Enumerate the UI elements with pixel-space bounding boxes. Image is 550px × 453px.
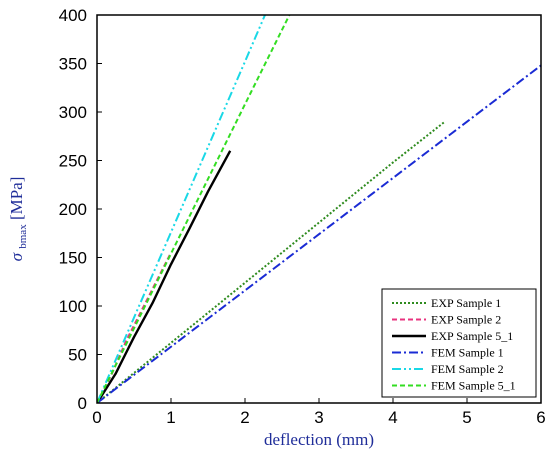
x-tick-label: 4 — [388, 408, 397, 427]
x-tick-label: 5 — [462, 408, 471, 427]
series-line-6 — [97, 15, 291, 403]
series-line-5 — [97, 15, 266, 403]
y-tick-label: 250 — [59, 152, 87, 171]
legend-entry-1: EXP Sample 1 — [431, 296, 501, 310]
y-tick-label: 200 — [59, 200, 87, 219]
x-tick-label: 2 — [240, 408, 249, 427]
y-axis-label-symbol: σ — [7, 252, 26, 261]
x-tick-label: 6 — [536, 408, 545, 427]
y-axis-label: σ bmax [MPa] — [7, 177, 30, 262]
legend-entry-6: FEM Sample 5_1 — [431, 379, 516, 393]
y-tick-label: 300 — [59, 103, 87, 122]
y-tick-label: 100 — [59, 297, 87, 316]
series-line-3 — [97, 150, 232, 403]
x-tick-label: 0 — [92, 408, 101, 427]
axes-layer — [96, 14, 542, 404]
legend: EXP Sample 1 EXP Sample 2 EXP Sample 5_1 FE… — [381, 288, 537, 398]
legend-entry-3: EXP Sample 5_1 — [431, 329, 513, 343]
tick-labels: 0 1 2 3 4 5 6 0 50 100 150 200 250 300 350 400 — [59, 6, 546, 427]
series-line-1 — [97, 120, 446, 403]
y-tick-label: 350 — [59, 55, 87, 74]
y-tick-label: 150 — [59, 249, 87, 268]
series-line-4 — [97, 64, 541, 403]
y-tick-label: 400 — [59, 6, 87, 25]
y-tick-label: 50 — [68, 346, 87, 365]
y-axis-label-unit: [MPa] — [7, 177, 26, 220]
x-tick-label: 1 — [166, 408, 175, 427]
legend-entry-4: FEM Sample 1 — [431, 346, 504, 360]
x-axis-label: deflection (mm) — [264, 430, 374, 449]
series-layer — [97, 15, 541, 403]
legend-entry-2: EXP Sample 2 — [431, 313, 501, 327]
x-tick-label: 3 — [314, 408, 323, 427]
legend-box — [381, 288, 537, 398]
legend-entry-5: FEM Sample 2 — [431, 362, 504, 376]
y-tick-label: 0 — [78, 394, 87, 413]
y-axis-label-subscript: bmax — [17, 224, 29, 249]
